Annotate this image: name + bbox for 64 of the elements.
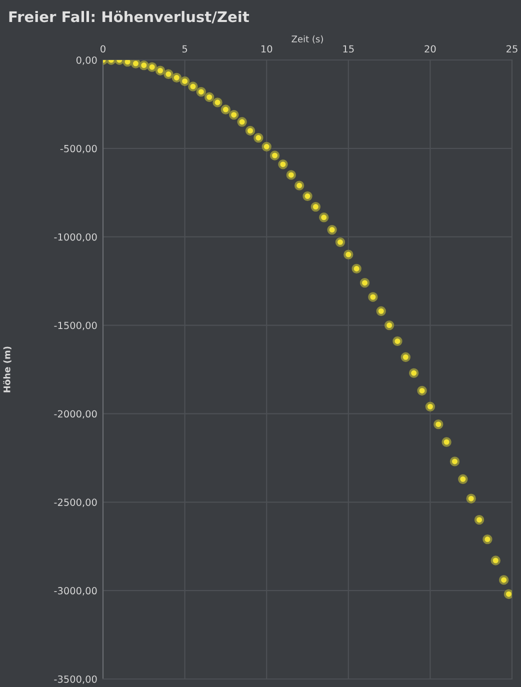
point [400, 352, 411, 362]
point [417, 386, 427, 396]
point [270, 150, 280, 160]
point [384, 320, 394, 330]
chart-title: Freier Fall: Höhenverlust/Zeit [9, 10, 250, 24]
point [327, 224, 337, 235]
point [155, 66, 166, 76]
point [164, 69, 174, 79]
y-tick-label: -1000,00 [54, 233, 97, 242]
point [302, 191, 312, 202]
x-tick-label: 10 [261, 45, 272, 53]
point [442, 437, 452, 447]
point [392, 336, 402, 346]
point [220, 104, 231, 114]
point [482, 534, 492, 544]
point [310, 202, 321, 212]
point [245, 126, 256, 136]
x-axis-title: Zeit (s) [292, 35, 323, 44]
point [229, 110, 239, 120]
point [498, 575, 509, 585]
point [434, 419, 444, 430]
point [450, 456, 460, 466]
point [490, 556, 500, 566]
y-tick-label: -3000,00 [54, 587, 97, 596]
point [368, 292, 378, 302]
point [335, 237, 346, 248]
point [458, 474, 468, 484]
point [204, 92, 214, 102]
point [180, 76, 190, 86]
point [352, 264, 362, 274]
y-tick-label: -3500,00 [54, 675, 97, 684]
point [319, 212, 329, 222]
y-tick-label: -2000,00 [54, 410, 97, 419]
x-tick-label: 20 [424, 45, 436, 53]
x-tick-label: 25 [506, 45, 518, 53]
point [344, 250, 354, 260]
point [262, 142, 272, 152]
point [504, 589, 512, 599]
point [360, 278, 370, 288]
point [172, 72, 182, 83]
y-tick-label: 0,00 [76, 56, 97, 65]
point [278, 159, 288, 170]
point [188, 82, 198, 92]
point [376, 306, 386, 316]
point [474, 514, 484, 525]
point [196, 86, 206, 97]
point [212, 98, 222, 108]
point [425, 402, 436, 412]
point [408, 368, 419, 378]
y-tick-label: -1500,00 [54, 322, 97, 330]
y-axis-title: Höhe (m) [3, 346, 12, 392]
point [466, 494, 476, 504]
x-tick-label: 0 [100, 45, 106, 53]
x-tick-label: 5 [182, 45, 188, 53]
x-tick-label: 15 [343, 45, 354, 53]
point [147, 62, 157, 72]
point [254, 132, 264, 143]
point [130, 60, 141, 68]
y-tick-label: -500,00 [60, 144, 97, 154]
point [237, 117, 247, 127]
point [139, 60, 149, 70]
y-tick-label: -2500,00 [54, 498, 97, 507]
point [286, 170, 296, 180]
point [294, 180, 304, 190]
